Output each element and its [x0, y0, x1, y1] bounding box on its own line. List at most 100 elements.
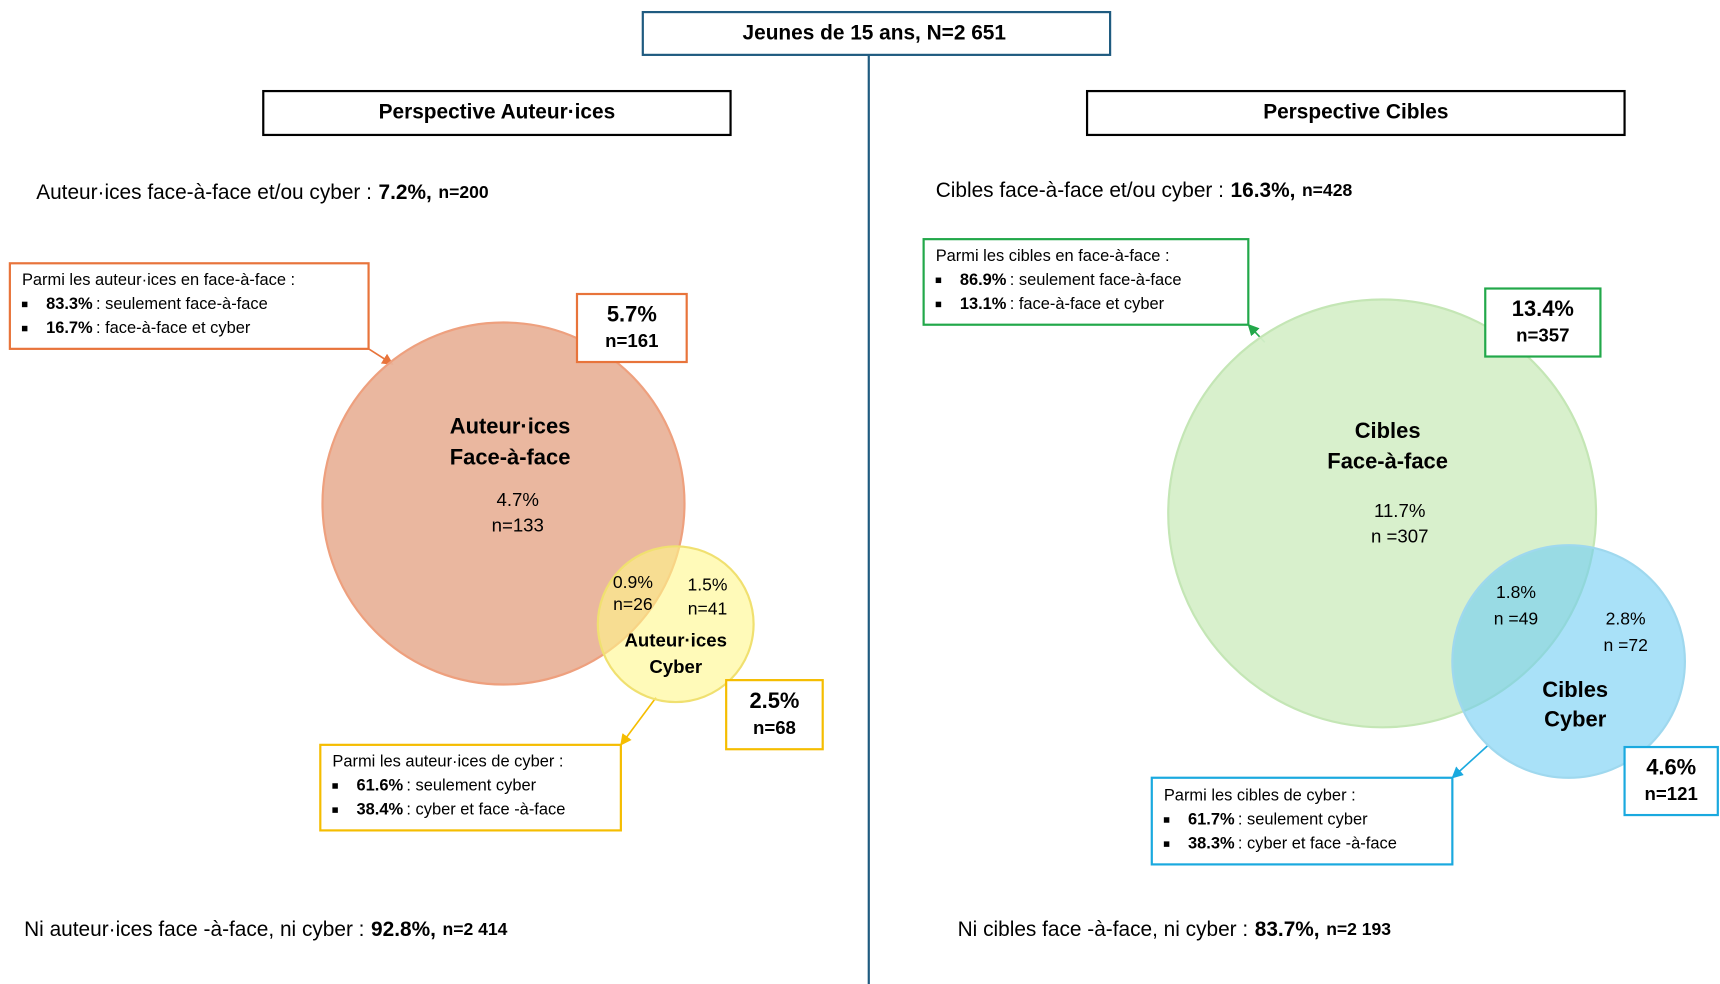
total-label: Cibles face-à-face et/ou cyber :	[936, 178, 1224, 201]
note-item: 83.3%: seulement face-à-face	[46, 295, 268, 313]
face-total-n: n=357	[1516, 325, 1569, 346]
none-pct: 92.8%,	[371, 918, 436, 941]
note-box	[8, 262, 370, 350]
cyber-circle-label: Cyber	[1544, 707, 1607, 732]
note-item-pct: 13.1%	[960, 295, 1007, 313]
none: Ni cibles face -à-face, ni cyber : 83.7%,…	[958, 918, 1392, 941]
cyber-total-n: n=68	[753, 717, 796, 738]
panel-title: Perspective Auteur·ices	[379, 101, 616, 124]
panel-title-box	[262, 89, 732, 137]
cyber-circle	[1451, 544, 1686, 779]
note-intro: Parmi les auteur·ices de cyber :	[332, 753, 563, 771]
bullet	[1163, 841, 1170, 847]
face-circle-label: Face-à-face	[1327, 449, 1448, 474]
face-circle-label: Face-à-face	[450, 444, 571, 469]
note-intro: Parmi les auteur·ices en face-à-face :	[22, 271, 295, 289]
overlap-value: n =49	[1494, 608, 1538, 628]
face-total-pct: 5.7%	[607, 302, 657, 327]
face-circle	[321, 321, 686, 686]
bullet	[21, 325, 28, 332]
cyber-total-n: n=121	[1645, 783, 1698, 804]
cyber-total-pct: 4.6%	[1646, 755, 1696, 780]
face-only-value: 4.7%	[497, 489, 539, 510]
note-item-text: : cyber et face -à-face	[1238, 835, 1397, 853]
cyber-circle	[596, 545, 755, 704]
cyber-circle-label: Cyber	[649, 656, 702, 677]
note-item: 16.7%: face-à-face et cyber	[46, 319, 251, 337]
none-n: n=2 193	[1326, 919, 1391, 939]
cyber-total-pct: 2.5%	[749, 688, 799, 713]
total-n: n=200	[438, 182, 488, 202]
overlap-value: n=26	[613, 594, 653, 614]
note-item: 61.6%: seulement cyber	[357, 777, 537, 795]
total-pct: 16.3%,	[1231, 178, 1296, 201]
note-box	[1150, 776, 1454, 866]
note-item-pct: 86.9%	[960, 271, 1007, 289]
cyber-circle-label: Cibles	[1542, 677, 1608, 702]
face-only-value: 11.7%	[1374, 500, 1425, 521]
note-item: 38.3%: cyber et face -à-face	[1188, 835, 1397, 853]
bullet	[935, 301, 942, 308]
none-label: Ni cibles face -à-face, ni cyber :	[958, 918, 1249, 941]
note-item-pct: 38.4%	[357, 801, 404, 819]
note-item-pct: 83.3%	[46, 295, 93, 313]
header-title: Jeunes de 15 ans, N=2 651	[743, 22, 1006, 45]
note-box	[922, 238, 1250, 326]
cyber-only-value: 2.8%	[1606, 608, 1646, 628]
cyber-total-box	[1623, 745, 1719, 817]
total: Cibles face-à-face et/ou cyber : 16.3%, n=…	[936, 178, 1353, 201]
note-item-pct: 61.7%	[1188, 811, 1235, 829]
note-intro: Parmi les cibles de cyber :	[1164, 787, 1356, 805]
none: Ni auteur·ices face -à-face, ni cyber : 9…	[24, 918, 507, 941]
panel-title: Perspective Cibles	[1263, 101, 1448, 124]
cyber-circle-label: Auteur·ices	[624, 630, 726, 651]
bullet	[332, 807, 338, 813]
total-n: n=428	[1302, 180, 1352, 200]
note-item-pct: 16.7%	[46, 319, 93, 337]
total-label: Auteur·ices face-à-face et/ou cyber :	[36, 181, 372, 204]
cyber-only-value: n =72	[1603, 635, 1647, 655]
cyber-only-value: 1.5%	[688, 574, 728, 594]
note-item-text: : cyber et face -à-face	[406, 801, 565, 819]
face-circle-label: Cibles	[1355, 418, 1421, 443]
face-total-n: n=161	[605, 330, 658, 351]
note-item: 86.9%: seulement face-à-face	[960, 271, 1182, 289]
total-pct: 7.2%,	[379, 181, 432, 204]
none-label: Ni auteur·ices face -à-face, ni cyber :	[24, 918, 364, 941]
face-only-value: n =307	[1371, 525, 1429, 546]
face-only-value: n=133	[492, 514, 544, 535]
face-total-pct: 13.4%	[1512, 296, 1574, 321]
total: Auteur·ices face-à-face et/ou cyber : 7.2…	[36, 181, 489, 204]
note-item: 13.1%: face-à-face et cyber	[960, 295, 1165, 313]
note-arrow	[1451, 744, 1490, 779]
none-pct: 83.7%,	[1255, 918, 1320, 941]
note-item-text: : seulement face-à-face	[96, 295, 268, 313]
note-arrow	[620, 697, 657, 746]
note-item-text: : seulement cyber	[1238, 811, 1368, 829]
header-box	[641, 10, 1112, 56]
note-arrow	[368, 348, 394, 365]
note-item-text: : seulement face-à-face	[1010, 271, 1182, 289]
overlap-value: 1.8%	[1496, 582, 1536, 602]
bullet	[1163, 817, 1170, 823]
note-item-text: : face-à-face et cyber	[1010, 295, 1165, 313]
none-n: n=2 414	[442, 919, 507, 939]
note-item-pct: 61.6%	[357, 777, 404, 795]
note-item: 61.7%: seulement cyber	[1188, 811, 1368, 829]
panel-title-box	[1085, 89, 1626, 137]
cyber-total-box	[725, 679, 824, 751]
note-item-text: : seulement cyber	[406, 777, 536, 795]
face-total-box	[575, 292, 688, 364]
bullet	[935, 277, 942, 284]
note-box	[319, 743, 622, 832]
face-total-box	[1484, 287, 1602, 358]
note-intro: Parmi les cibles en face-à-face :	[936, 247, 1170, 265]
bullet	[21, 301, 28, 308]
overlap-value: 0.9%	[613, 572, 653, 592]
note-item-pct: 38.3%	[1188, 835, 1235, 853]
note-item: 38.4%: cyber et face -à-face	[357, 801, 566, 819]
face-circle-label: Auteur·ices	[450, 414, 571, 439]
cyber-only-value: n=41	[688, 599, 728, 619]
